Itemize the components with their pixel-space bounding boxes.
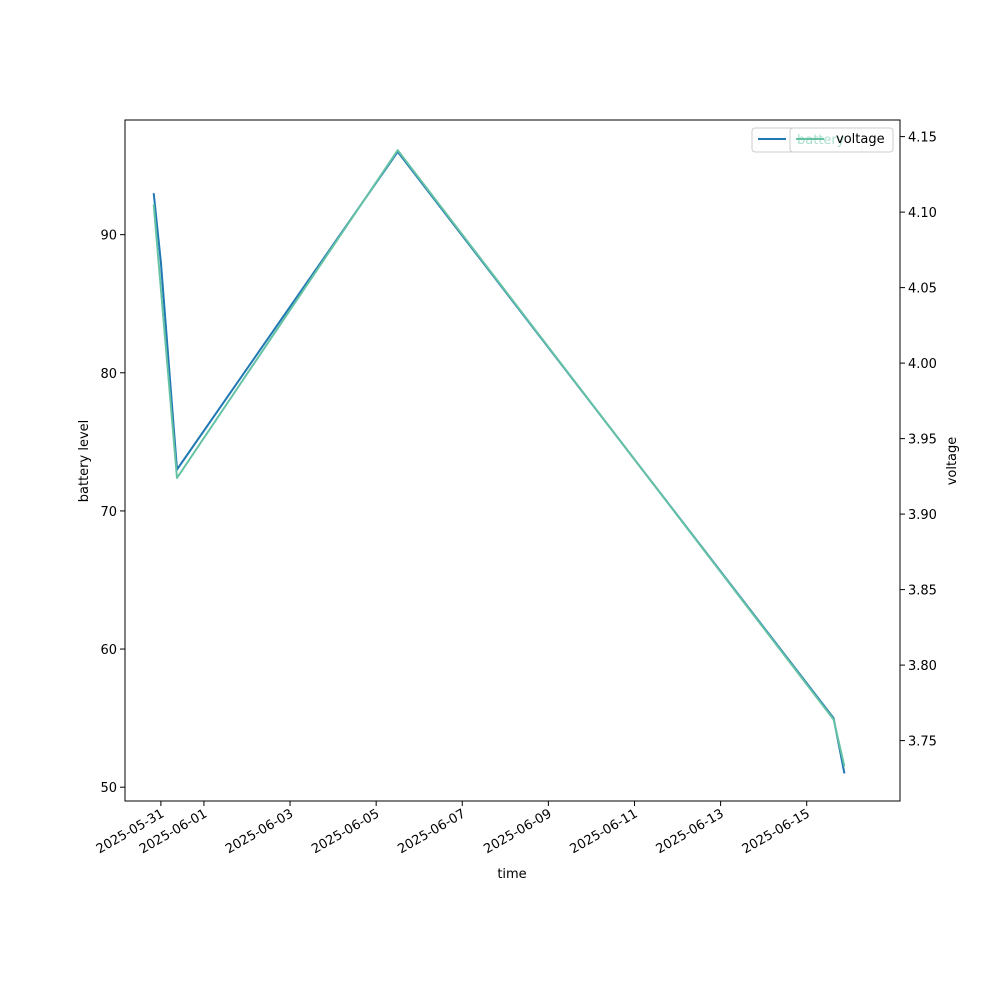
y-right-tick-label: 3.80 (908, 659, 937, 674)
y-left-tick-label: 90 (100, 229, 117, 244)
series-layer (152, 149, 846, 774)
legend-voltage: battery voltage (789, 127, 894, 153)
y-axis-left: 50 60 70 80 90 (100, 229, 125, 796)
y-right-tick-label: 4.00 (908, 357, 937, 372)
y-right-tick-label: 3.75 (908, 735, 937, 750)
y-right-tick-label: 3.85 (908, 584, 937, 599)
y-axis-right-label: voltage (945, 437, 960, 486)
legend-battery-label: battery (797, 133, 845, 148)
legend-voltage-box (789, 127, 894, 153)
y-left-tick-label: 70 (100, 505, 117, 520)
y-right-tick-label: 3.95 (908, 433, 937, 448)
y-right-tick-label: 3.90 (908, 508, 937, 523)
y-axis-right: 3.75 3.80 3.85 3.90 3.95 4.00 4.05 4.10 4.15 (900, 131, 937, 750)
series-line-voltage (152, 149, 846, 767)
y-right-tick-label: 4.10 (908, 206, 937, 221)
y-left-tick-label: 50 (100, 781, 117, 796)
x-axis-label: time (497, 867, 526, 882)
axes-frame (124, 119, 901, 802)
y-right-tick-label: 4.15 (908, 131, 937, 146)
y-left-tick-label: 80 (100, 367, 117, 382)
legend-voltage-label: voltage (836, 132, 885, 147)
y-axis-left-label: battery level (77, 420, 92, 503)
y-right-tick-label: 4.05 (908, 282, 937, 297)
y-left-tick-label: 60 (100, 643, 117, 658)
